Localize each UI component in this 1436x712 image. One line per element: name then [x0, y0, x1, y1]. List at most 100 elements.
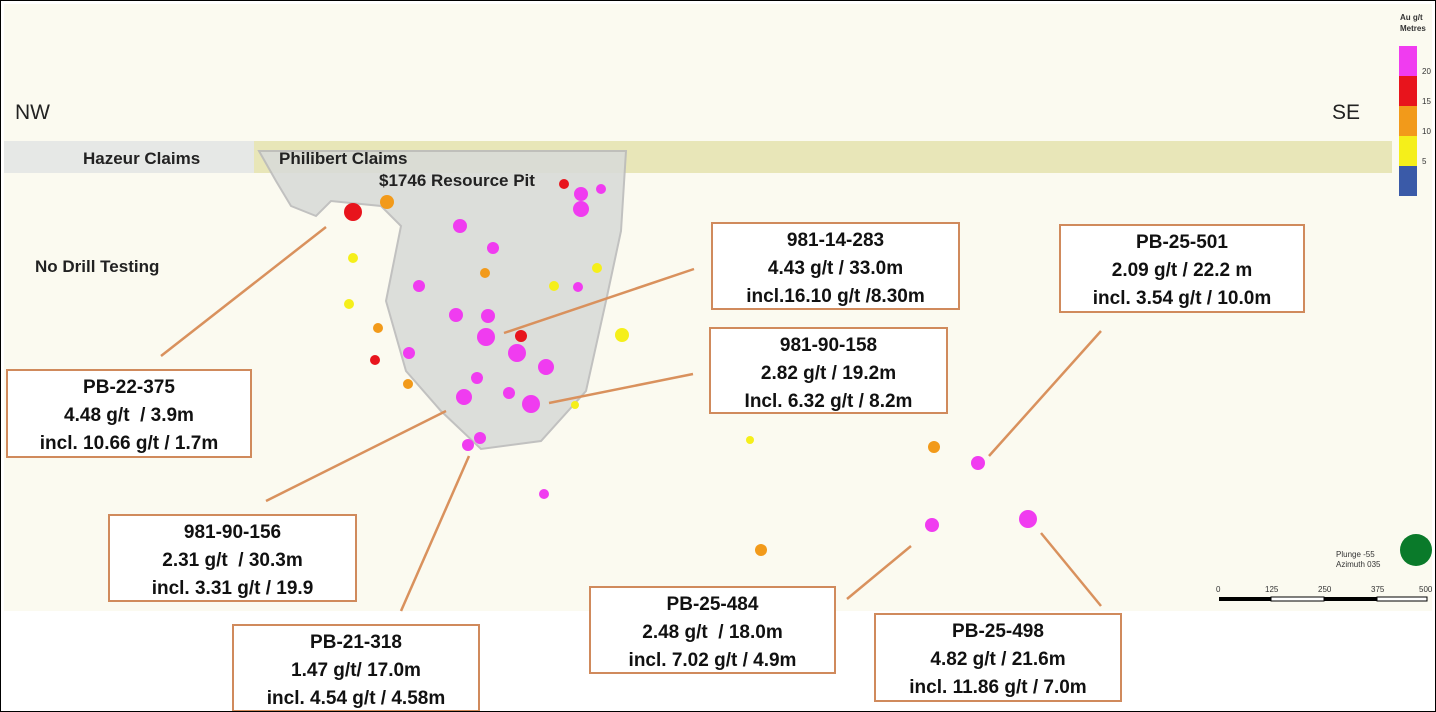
callout: PB-25-484 2.48 g/t / 18.0m incl. 7.02 g/t … — [589, 586, 836, 674]
scale-segment — [1376, 596, 1428, 602]
leader-line — [503, 267, 695, 335]
intercept: 4.48 g/t / 3.9m — [64, 405, 194, 426]
legend-swatch — [1399, 46, 1417, 76]
pierce-point — [403, 347, 415, 359]
intercept: 2.09 g/t / 22.2 m — [1111, 260, 1253, 281]
leader-line — [988, 330, 1102, 457]
pierce-point — [503, 387, 515, 399]
callout: 981-90-156 2.31 g/t / 30.3m incl. 3.31 g/t… — [108, 514, 357, 602]
pierce-point — [592, 263, 602, 273]
pierce-point — [480, 268, 490, 278]
pierce-point — [755, 544, 767, 556]
pierce-point — [456, 389, 472, 405]
hole-id: PB-22-375 — [83, 377, 175, 398]
pierce-point — [538, 359, 554, 375]
intercept: 4.43 g/t / 33.0m — [767, 258, 904, 279]
legend-subtitle: Metres — [1400, 24, 1426, 33]
region-label: Philibert Claims — [279, 149, 408, 168]
hole-id: 981-14-283 — [786, 230, 885, 251]
callout: 981-90-158 2.82 g/t / 19.2m Incl. 6.32 g/t… — [709, 327, 948, 414]
intercept: Incl. 6.32 g/t / 8.2m — [744, 391, 913, 412]
scale-tick: 375 — [1371, 585, 1385, 594]
scale-segment — [1270, 596, 1325, 602]
pierce-point — [549, 281, 559, 291]
pierce-point — [471, 372, 483, 384]
pierce-point — [571, 401, 579, 409]
intercept: 1.47 g/t/ 17.0m — [291, 660, 421, 681]
hole-id: 981-90-158 — [779, 335, 878, 356]
pierce-point — [477, 328, 495, 346]
legend-tick: 10 — [1422, 127, 1431, 136]
resource-pit — [257, 150, 628, 451]
pierce-point — [380, 195, 394, 209]
pierce-point — [462, 439, 474, 451]
pierce-point — [481, 309, 495, 323]
hole-id: PB-25-501 — [1136, 232, 1228, 253]
pierce-point — [522, 395, 540, 413]
hole-id: 981-90-156 — [183, 522, 282, 543]
pierce-point — [539, 489, 549, 499]
pierce-point — [596, 184, 606, 194]
callout: PB-21-318 1.47 g/t/ 17.0m incl. 4.54 g/t /… — [232, 624, 480, 711]
intercept: incl. 7.02 g/t / 4.9m — [628, 650, 797, 671]
callout: PB-22-375 4.48 g/t / 3.9m incl. 10.66 g/t … — [6, 369, 252, 458]
pierce-point — [403, 379, 413, 389]
hole-id: PB-21-318 — [310, 632, 402, 653]
intercept: incl. 10.66 g/t / 1.7m — [39, 433, 219, 454]
legend-colors — [1399, 46, 1417, 196]
pierce-point — [344, 299, 354, 309]
pierce-point — [474, 432, 486, 444]
hole-id: PB-25-484 — [666, 594, 759, 615]
intercept: incl. 3.31 g/t / 19.9 — [151, 578, 314, 599]
pierce-point — [573, 201, 589, 217]
pierce-point — [574, 187, 588, 201]
legend-tick: 15 — [1422, 97, 1431, 106]
pierce-point — [373, 323, 383, 333]
intercept: 2.48 g/t / 18.0m — [642, 622, 783, 643]
pierce-point — [348, 253, 358, 263]
pierce-point — [515, 330, 527, 342]
leader-lines — [160, 226, 1102, 612]
leader-line — [160, 226, 327, 357]
pierce-point — [453, 219, 467, 233]
legend-swatch — [1399, 76, 1417, 106]
legend-swatch — [1399, 166, 1417, 196]
pierce-point — [508, 344, 526, 362]
leader-line — [265, 409, 447, 503]
legend-tick: 20 — [1422, 67, 1431, 76]
scale-tick: 250 — [1318, 585, 1332, 594]
pierce-point — [487, 242, 499, 254]
pierce-point — [344, 203, 362, 221]
pierce-point — [615, 328, 629, 342]
pierce-point — [925, 518, 939, 532]
orientation-sphere — [1400, 534, 1432, 566]
pierce-point — [370, 355, 380, 365]
direction-label: NW — [15, 101, 50, 124]
view-label: Azimuth 035 — [1336, 560, 1381, 569]
scale-segment — [1219, 597, 1271, 601]
callout: PB-25-501 2.09 g/t / 22.2 m incl. 3.54 g/t… — [1059, 224, 1305, 313]
hole-id: PB-25-498 — [952, 621, 1044, 642]
leader-line — [548, 372, 694, 405]
pierce-point — [559, 179, 569, 189]
scale-tick: 500 — [1419, 585, 1433, 594]
callout: PB-25-498 4.82 g/t / 21.6m incl. 11.86 g/t… — [874, 613, 1122, 702]
pierce-points — [344, 179, 1037, 556]
intercept: incl. 11.86 g/t / 7.0m — [909, 677, 1087, 698]
pierce-point — [928, 441, 940, 453]
pierce-point — [971, 456, 985, 470]
leader-line — [399, 455, 471, 612]
legend-swatch — [1399, 106, 1417, 136]
intercept: incl. 4.54 g/t / 4.58m — [266, 688, 446, 709]
region-label: No Drill Testing — [35, 257, 160, 276]
intercept: incl.16.10 g/t /8.30m — [746, 286, 925, 307]
scale-tick: 0 — [1216, 585, 1221, 594]
hazeur-band — [4, 141, 254, 173]
legend-swatch — [1399, 136, 1417, 166]
callout: 981-14-283 4.43 g/t / 33.0m incl.16.10 g/t… — [711, 222, 960, 310]
scale-bar — [1219, 596, 1428, 602]
legend-tick: 5 — [1422, 157, 1427, 166]
direction-label: SE — [1332, 101, 1361, 124]
intercept: 2.31 g/t / 30.3m — [162, 550, 303, 571]
